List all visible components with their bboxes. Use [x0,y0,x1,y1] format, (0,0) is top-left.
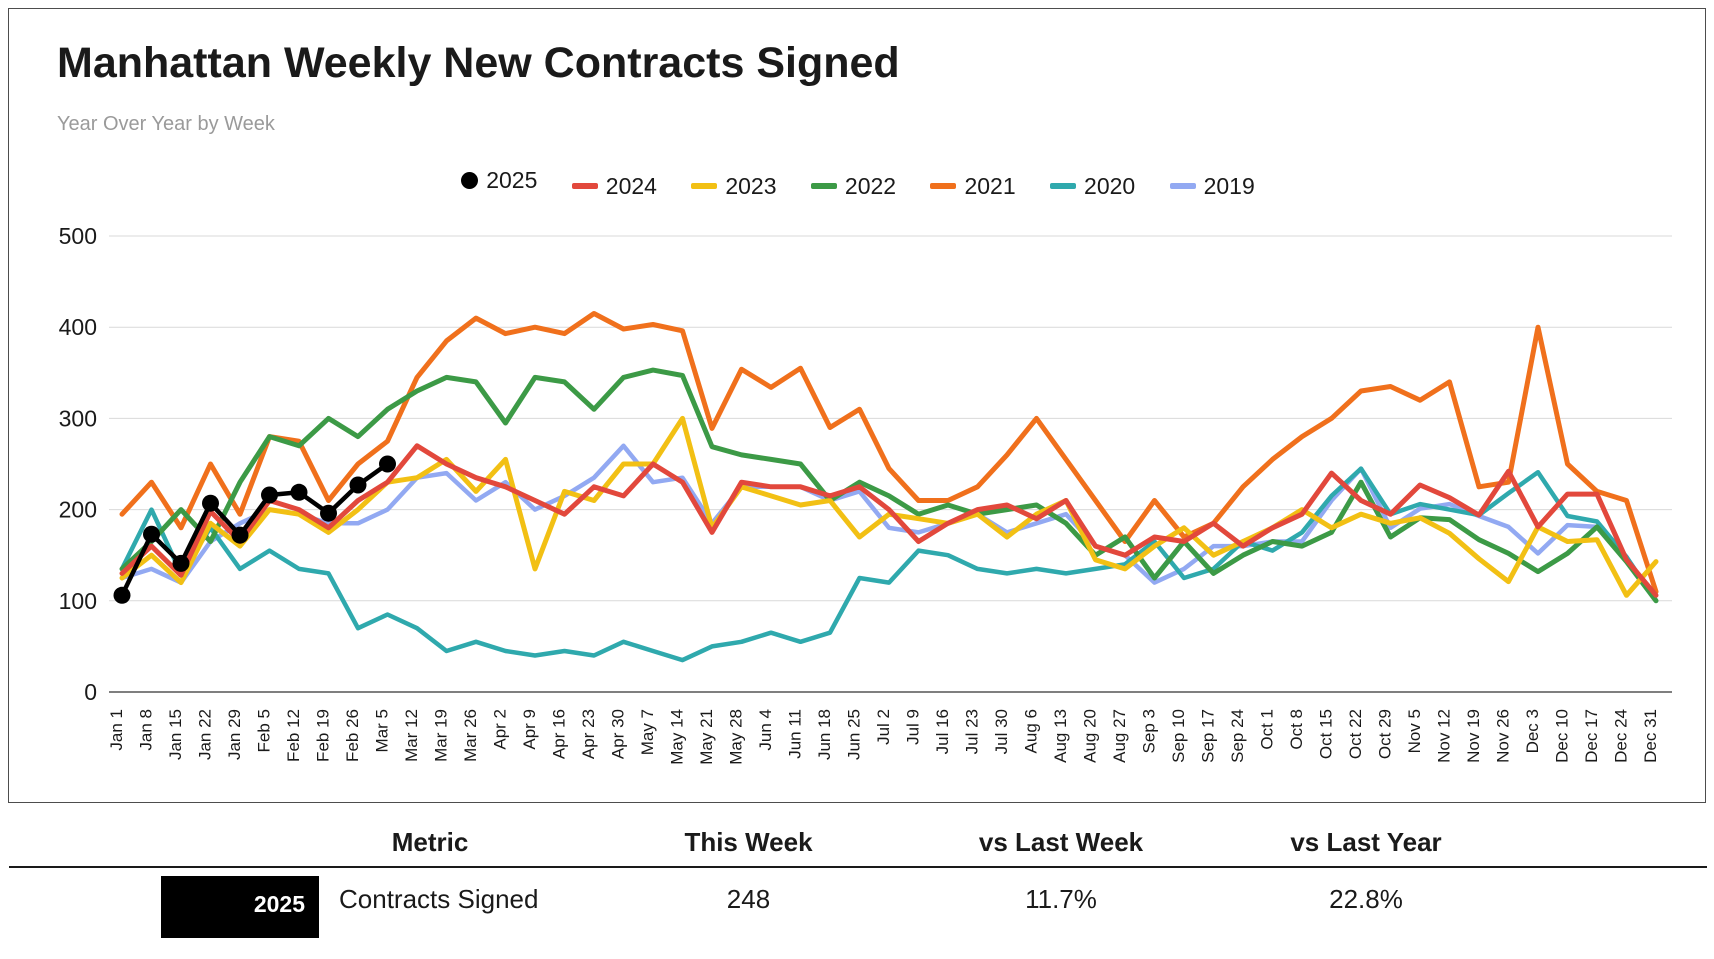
svg-text:Oct 29: Oct 29 [1376,709,1395,759]
svg-text:Aug 6: Aug 6 [1022,709,1041,753]
svg-text:0: 0 [84,679,97,705]
svg-text:200: 200 [59,497,97,523]
svg-text:Nov 26: Nov 26 [1494,709,1513,763]
svg-text:Feb 19: Feb 19 [314,709,333,762]
svg-text:500: 500 [59,223,97,249]
svg-text:Jul 23: Jul 23 [963,709,982,754]
svg-text:Jun 18: Jun 18 [815,709,834,760]
svg-text:Feb 26: Feb 26 [343,709,362,762]
svg-text:May 7: May 7 [638,709,657,755]
svg-text:Mar 26: Mar 26 [461,709,480,762]
svg-text:Jun 11: Jun 11 [786,709,805,759]
svg-text:May 28: May 28 [727,709,746,765]
svg-text:Jun 25: Jun 25 [845,709,864,760]
svg-text:Jan 22: Jan 22 [196,709,215,760]
svg-text:Oct 8: Oct 8 [1287,709,1306,750]
svg-text:Jul 9: Jul 9 [904,709,923,745]
svg-text:Jan 29: Jan 29 [225,709,244,760]
svg-text:Mar 12: Mar 12 [402,709,421,762]
svg-text:100: 100 [59,588,97,614]
svg-text:Jul 16: Jul 16 [933,709,952,754]
svg-text:Aug 27: Aug 27 [1110,709,1129,763]
svg-text:Nov 5: Nov 5 [1405,709,1424,753]
svg-text:Feb 12: Feb 12 [284,709,303,762]
svg-text:Apr 23: Apr 23 [579,709,598,759]
svg-text:Jan 15: Jan 15 [166,709,185,760]
svg-text:Mar 5: Mar 5 [373,709,392,752]
svg-text:Dec 17: Dec 17 [1582,709,1601,763]
svg-text:Jan 1: Jan 1 [107,709,126,751]
svg-text:Aug 20: Aug 20 [1081,709,1100,763]
svg-text:Apr 30: Apr 30 [609,709,628,759]
svg-text:Dec 3: Dec 3 [1523,709,1542,753]
svg-text:Sep 24: Sep 24 [1228,709,1247,763]
svg-text:Dec 31: Dec 31 [1641,709,1660,763]
svg-text:Jan 8: Jan 8 [137,709,156,751]
svg-text:May 21: May 21 [697,709,716,765]
svg-text:Jul 30: Jul 30 [992,709,1011,754]
svg-text:Apr 2: Apr 2 [491,709,510,750]
svg-text:Nov 12: Nov 12 [1435,709,1454,763]
svg-text:Nov 19: Nov 19 [1464,709,1483,763]
svg-text:Dec 10: Dec 10 [1553,709,1572,763]
svg-text:Sep 10: Sep 10 [1169,709,1188,763]
svg-text:Apr 16: Apr 16 [550,709,569,759]
svg-text:Sep 3: Sep 3 [1140,709,1159,753]
svg-text:Jun 4: Jun 4 [756,709,775,751]
svg-text:Oct 22: Oct 22 [1346,709,1365,759]
svg-text:Sep 17: Sep 17 [1199,709,1218,763]
svg-text:Mar 19: Mar 19 [432,709,451,762]
svg-text:Dec 24: Dec 24 [1612,709,1631,763]
svg-text:400: 400 [59,314,97,340]
svg-text:Oct 1: Oct 1 [1258,709,1277,750]
svg-text:May 14: May 14 [668,709,687,765]
svg-text:Aug 13: Aug 13 [1051,709,1070,763]
svg-text:Feb 5: Feb 5 [255,709,274,752]
svg-text:Oct 15: Oct 15 [1317,709,1336,759]
svg-text:Jul 2: Jul 2 [874,709,893,745]
svg-text:300: 300 [59,405,97,431]
svg-text:Apr 9: Apr 9 [520,709,539,750]
